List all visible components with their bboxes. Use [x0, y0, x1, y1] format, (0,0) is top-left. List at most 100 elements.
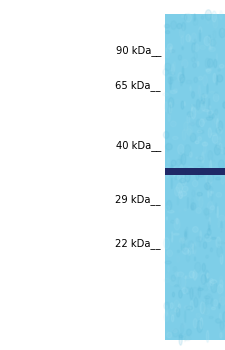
Ellipse shape	[213, 16, 218, 28]
Ellipse shape	[167, 44, 172, 49]
Ellipse shape	[202, 94, 205, 103]
Ellipse shape	[167, 332, 172, 338]
Ellipse shape	[184, 306, 189, 309]
Ellipse shape	[165, 206, 170, 210]
Ellipse shape	[214, 112, 219, 124]
Ellipse shape	[185, 13, 191, 22]
Ellipse shape	[191, 107, 196, 119]
Ellipse shape	[216, 193, 222, 197]
Ellipse shape	[206, 117, 213, 120]
Ellipse shape	[198, 288, 203, 290]
Ellipse shape	[216, 318, 221, 323]
Ellipse shape	[197, 62, 199, 66]
Ellipse shape	[166, 48, 167, 51]
Ellipse shape	[184, 122, 188, 131]
Ellipse shape	[223, 27, 225, 39]
Ellipse shape	[196, 208, 201, 214]
Ellipse shape	[178, 250, 180, 252]
Ellipse shape	[189, 152, 192, 157]
Ellipse shape	[186, 306, 193, 310]
Ellipse shape	[213, 162, 216, 171]
Ellipse shape	[209, 47, 215, 51]
Ellipse shape	[220, 332, 222, 338]
Ellipse shape	[167, 158, 169, 164]
Ellipse shape	[163, 69, 169, 76]
Ellipse shape	[188, 248, 191, 255]
Ellipse shape	[190, 301, 194, 312]
Ellipse shape	[217, 206, 218, 218]
Ellipse shape	[190, 288, 193, 300]
Ellipse shape	[173, 62, 176, 71]
Ellipse shape	[181, 101, 184, 109]
Text: 29 kDa__: 29 kDa__	[115, 194, 161, 205]
Ellipse shape	[223, 101, 225, 108]
Ellipse shape	[180, 74, 185, 83]
Ellipse shape	[219, 313, 221, 320]
Ellipse shape	[218, 160, 224, 169]
Ellipse shape	[210, 38, 213, 50]
Ellipse shape	[166, 250, 170, 254]
Ellipse shape	[191, 205, 194, 210]
Ellipse shape	[219, 276, 223, 282]
Ellipse shape	[195, 262, 201, 273]
Ellipse shape	[170, 303, 173, 309]
Ellipse shape	[176, 159, 181, 166]
Ellipse shape	[202, 301, 204, 313]
Ellipse shape	[197, 321, 202, 332]
Ellipse shape	[187, 329, 191, 335]
Ellipse shape	[168, 113, 170, 121]
Ellipse shape	[219, 143, 222, 149]
Ellipse shape	[163, 131, 169, 139]
Ellipse shape	[193, 318, 197, 328]
Ellipse shape	[209, 222, 210, 231]
Ellipse shape	[171, 232, 173, 242]
Ellipse shape	[177, 23, 182, 29]
Ellipse shape	[208, 150, 213, 161]
Ellipse shape	[187, 112, 193, 117]
Ellipse shape	[210, 206, 215, 210]
Ellipse shape	[187, 115, 190, 123]
Text: 65 kDa__: 65 kDa__	[115, 80, 161, 91]
Ellipse shape	[164, 278, 170, 282]
Ellipse shape	[212, 114, 214, 118]
Ellipse shape	[208, 185, 209, 197]
Ellipse shape	[209, 316, 213, 319]
Ellipse shape	[206, 294, 212, 304]
Ellipse shape	[199, 30, 201, 41]
Ellipse shape	[178, 144, 184, 155]
Ellipse shape	[208, 15, 213, 17]
Ellipse shape	[200, 100, 205, 104]
Ellipse shape	[168, 210, 174, 213]
Ellipse shape	[173, 169, 176, 176]
Ellipse shape	[171, 50, 175, 53]
Ellipse shape	[190, 86, 191, 91]
Ellipse shape	[209, 217, 211, 225]
Ellipse shape	[206, 330, 209, 342]
Ellipse shape	[179, 195, 183, 199]
Ellipse shape	[221, 221, 222, 232]
Ellipse shape	[198, 136, 202, 141]
Ellipse shape	[188, 241, 194, 251]
Ellipse shape	[180, 178, 186, 183]
Ellipse shape	[176, 183, 182, 193]
Ellipse shape	[190, 133, 196, 142]
Ellipse shape	[187, 126, 193, 136]
Ellipse shape	[196, 167, 202, 172]
Ellipse shape	[182, 248, 189, 254]
Bar	[165, 168, 225, 175]
Ellipse shape	[217, 142, 218, 148]
Ellipse shape	[166, 169, 172, 173]
Ellipse shape	[166, 217, 168, 220]
Ellipse shape	[171, 121, 176, 127]
Ellipse shape	[187, 197, 189, 208]
Ellipse shape	[192, 91, 194, 98]
Ellipse shape	[192, 272, 198, 279]
Ellipse shape	[184, 102, 185, 106]
Ellipse shape	[185, 168, 186, 177]
Ellipse shape	[183, 172, 185, 176]
Ellipse shape	[182, 176, 187, 185]
Ellipse shape	[174, 166, 176, 178]
Ellipse shape	[182, 130, 186, 140]
Ellipse shape	[207, 59, 213, 68]
Ellipse shape	[174, 300, 179, 310]
